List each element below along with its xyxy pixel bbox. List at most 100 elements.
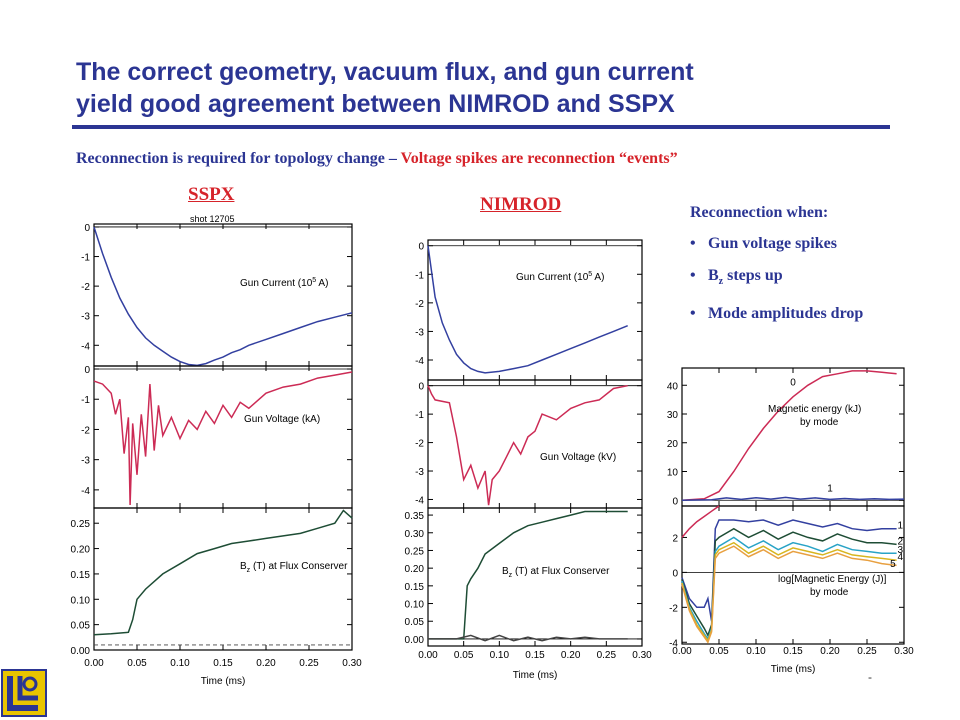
panel-frame	[427, 379, 643, 509]
panel-label-end: A)	[316, 278, 328, 289]
title-line-2: yield good agreement between NIMROD and …	[76, 90, 675, 118]
reconnection-panel: Reconnection when: Gun voltage spikes Bz…	[690, 204, 890, 336]
y-tick-label: 10	[667, 468, 679, 479]
x-tick-label: 0.10	[170, 658, 190, 669]
series-line-mode-1	[681, 496, 905, 502]
panel-label-sup: 5	[588, 271, 592, 278]
mode-label: 2	[898, 536, 904, 547]
reconnection-item-bz: Bz steps up	[690, 266, 890, 292]
y-tick-label: -4	[415, 356, 424, 367]
y-tick-label: -2	[415, 299, 424, 310]
panel-frame	[93, 223, 353, 367]
y-tick-label: -4	[415, 495, 424, 506]
panel-label-end: (T) at Flux Conserver	[512, 566, 610, 577]
y-tick-label: 20	[667, 439, 679, 450]
panel-label-line2: by mode	[800, 417, 839, 428]
panel-label-main: Gun Voltage (kA)	[244, 414, 320, 425]
y-tick-label: -3	[415, 327, 424, 338]
reconnection-item-modes: Mode amplitudes drop	[690, 304, 890, 324]
panel-label-sub: z	[509, 572, 513, 579]
y-tick-label: -2	[415, 439, 424, 450]
y-tick-label: 0.10	[71, 595, 91, 606]
panel-label: Magnetic energy (kJ)	[768, 404, 861, 415]
mode-label: 5	[890, 559, 896, 570]
panel-label-main: Magnetic energy (kJ)	[768, 404, 861, 415]
x-tick-label: 0.10	[490, 650, 510, 661]
series-line-mode-0	[681, 370, 897, 502]
series-line-mode-5	[681, 545, 897, 644]
y-tick-label: -1	[81, 395, 90, 406]
y-tick-label: 0	[418, 382, 424, 393]
y-tick-label: 0	[418, 242, 424, 253]
panel-label-main: log[Magnetic Energy (J)]	[778, 574, 887, 585]
panel-label: Gun Current (105 A)	[240, 277, 328, 289]
y-tick-label: -4	[81, 486, 90, 497]
y-tick-label: -2	[669, 603, 678, 614]
panel-label-end: (T) at Flux Conserver	[250, 561, 348, 572]
slide-title: The correct geometry, vacuum flux, and g…	[76, 56, 896, 120]
y-tick-label: 0	[84, 365, 90, 376]
x-tick-label: 0.05	[127, 658, 147, 669]
y-tick-label: 0.20	[71, 545, 91, 556]
x-axis-label: Time (ms)	[513, 670, 558, 681]
y-tick-label: -1	[415, 410, 424, 421]
title-line-1: The correct geometry, vacuum flux, and g…	[76, 58, 694, 86]
x-tick-label: 0.20	[820, 646, 840, 657]
y-tick-label: 0.35	[405, 511, 425, 522]
sspx-chart: shot 12705 0 -1 -2 -3 -4 Gun Current (105 A) 0 -…	[71, 214, 362, 687]
y-tick-label: -4	[81, 341, 90, 352]
x-tick-label: 0.10	[746, 646, 766, 657]
mode-label: 4	[898, 552, 904, 563]
panel-label-main: Gun Current (10	[240, 278, 313, 289]
x-tick-label: 0.25	[299, 658, 319, 669]
x-tick-label: 0.15	[525, 650, 545, 661]
mode-label: 1	[898, 521, 904, 532]
panel-label: log[Magnetic Energy (J)]	[778, 574, 887, 585]
nimrod-heading: NIMROD	[480, 194, 562, 215]
y-tick-label: 30	[667, 410, 679, 421]
panel-frame	[427, 507, 643, 647]
y-tick-label: 0.30	[405, 529, 425, 540]
series-line	[428, 634, 628, 642]
series-line	[427, 384, 628, 506]
x-tick-label: 0.20	[561, 650, 581, 661]
y-tick-label: 0.00	[405, 635, 425, 646]
series-line	[93, 371, 353, 506]
x-tick-label: 0.15	[213, 658, 233, 669]
y-tick-label: 0.15	[71, 570, 91, 581]
subtitle-part-1: Reconnection is required for topology ch…	[76, 150, 397, 167]
y-tick-label: -2	[81, 425, 90, 436]
mode-label: 3	[898, 545, 904, 556]
x-axis-label: Time (ms)	[201, 676, 246, 687]
y-tick-label: 2	[672, 533, 678, 544]
y-tick-label: -3	[81, 312, 90, 323]
x-tick-label: 0.30	[894, 646, 914, 657]
bz-symbol: B	[708, 267, 719, 284]
y-tick-label: 0.05	[71, 621, 91, 632]
reconnection-list: Gun voltage spikes Bz steps up Mode ampl…	[690, 234, 890, 324]
y-tick-label: 0	[672, 568, 678, 579]
panel-label-main: B	[502, 566, 509, 577]
footer-mark: -	[868, 670, 872, 684]
y-tick-label: -1	[415, 270, 424, 281]
x-tick-label: 0.20	[256, 658, 276, 669]
llnl-logo	[1, 669, 47, 717]
y-tick-label: -2	[81, 282, 90, 293]
series-line-mode-4	[681, 541, 897, 643]
series-line-mode-2	[681, 527, 897, 638]
x-tick-label: 0.00	[672, 646, 692, 657]
shot-label: shot 12705	[190, 214, 235, 224]
y-tick-label: 0.15	[405, 582, 425, 593]
y-tick-label: -3	[415, 467, 424, 478]
x-tick-label: 0.05	[454, 650, 474, 661]
series-line	[93, 226, 353, 367]
panel-label-sub: z	[247, 567, 251, 574]
sspx-heading: SSPX	[188, 184, 235, 205]
reconnection-heading: Reconnection when:	[690, 204, 829, 221]
panel-label: Bz (T) at Flux Conserver	[502, 566, 610, 579]
y-tick-label: 40	[667, 381, 679, 392]
x-tick-label: 0.30	[632, 650, 652, 661]
panel-label-sup: 5	[312, 277, 316, 284]
panel-label: Gun Current (105 A)	[516, 271, 604, 283]
